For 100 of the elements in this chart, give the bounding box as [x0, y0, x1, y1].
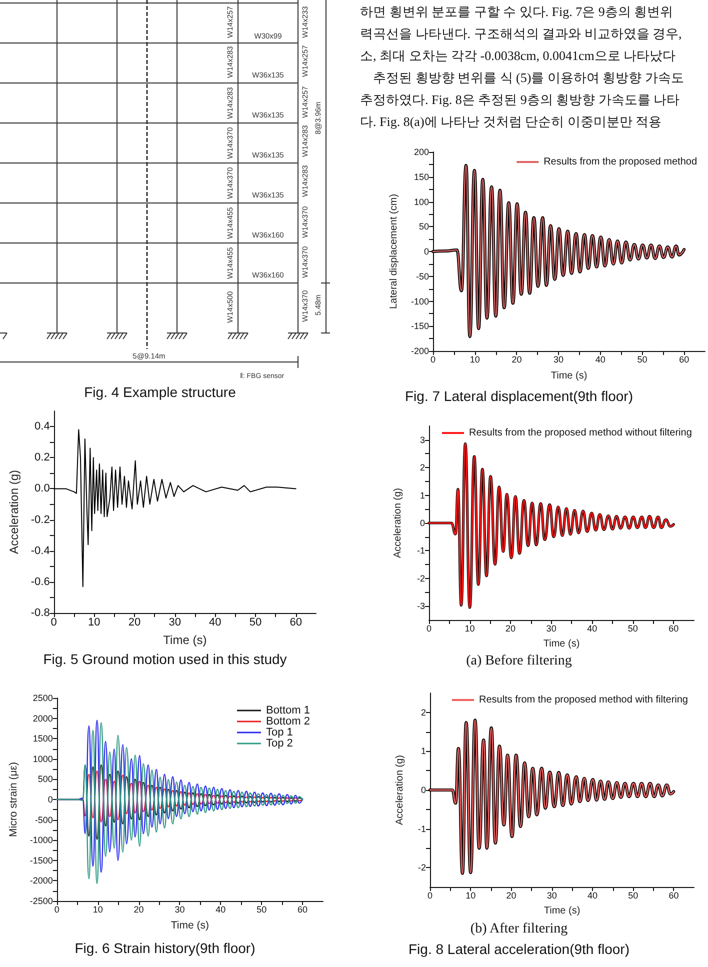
x-tick-label: 30	[546, 890, 557, 900]
x-tick-label: 10	[92, 904, 103, 914]
legend-label: Bottom 1	[266, 704, 310, 716]
x-tick-label: 40	[587, 624, 598, 634]
text: 하면 횡변위 분포를 구할 수 있다. Fig. 7은 9층의 횡변위	[360, 3, 674, 21]
y-axis-title: Acceleration (g)	[392, 488, 404, 558]
y-tick-label: 1	[420, 490, 425, 500]
y-tick-label: 50	[418, 222, 429, 232]
y-tick-label: 0.0	[34, 482, 50, 495]
y-tick-label: -0.2	[30, 514, 50, 526]
text: Fig. 6 Strain history(9th floor)	[74, 940, 256, 956]
x-tick-label: 50	[249, 616, 262, 628]
y-tick-label: 200	[414, 147, 429, 157]
y-axis-title: Lateral displacement (cm)	[388, 194, 400, 310]
x-axis-title: Time (s)	[543, 638, 580, 650]
x-tick-label: 20	[512, 354, 522, 364]
x-tick-label: 20	[134, 904, 144, 914]
x-tick-label: 10	[88, 616, 100, 628]
x-axis-title: Time (s)	[170, 920, 210, 932]
y-tick-label: -0.6	[30, 576, 50, 588]
y-tick-label: 0	[420, 518, 425, 528]
x-tick-label: 60	[668, 890, 679, 900]
legend-label: Results from the proposed method	[544, 156, 698, 168]
text: Fig. 4 Example structure	[83, 384, 237, 400]
y-axis-title: Acceleration (g)	[7, 470, 21, 554]
text: (a) Before filtering	[466, 654, 572, 668]
x-tick-label: 30	[546, 624, 556, 634]
y-tick-label: -500	[34, 814, 53, 825]
legend-label: Top 2	[266, 738, 293, 750]
y-tick-label: 0.2	[34, 452, 50, 464]
x-tick-label: 50	[256, 904, 267, 914]
x-tick-label: 50	[628, 624, 638, 634]
x-tick-label: 10	[466, 890, 476, 900]
x-axis-title: Time (s)	[544, 906, 580, 916]
text: 추정하였다. Fig. 8은 추정된 9층의 횡방향 가속도를 나타	[360, 91, 680, 109]
x-tick-label: 30	[174, 904, 185, 914]
y-tick-label: 1	[420, 746, 426, 756]
y-tick-label: -1000	[30, 835, 53, 846]
y-tick-label: -3	[416, 601, 425, 612]
x-tick-label: 30	[168, 616, 181, 628]
x-tick-label: 50	[637, 354, 648, 364]
x-tick-label: 50	[628, 890, 638, 900]
y-tick-label: -0.4	[30, 544, 50, 557]
y-tick-label: -200	[410, 346, 429, 356]
y-tick-label: 150	[414, 172, 429, 182]
text: Fig. 5 Ground motion used in this study	[43, 651, 287, 667]
y-tick-label: -1	[416, 546, 425, 556]
x-tick-label: 0	[54, 904, 60, 914]
y-tick-label: 100	[414, 196, 429, 207]
y-tick-label: -0.8	[30, 607, 50, 619]
y-tick-label: 0	[48, 794, 53, 804]
x-tick-label: 40	[587, 890, 598, 900]
caption: Fig. 8 Lateral acceleration(9th floor)	[408, 941, 630, 957]
y-tick-label: -2000	[30, 876, 53, 886]
y-tick-label: -1	[418, 824, 426, 834]
y-tick-label: 500	[38, 774, 53, 784]
legend-label: Top 1	[266, 726, 293, 738]
x-tick-label: 60	[290, 616, 302, 628]
x-tick-label: 40	[595, 354, 606, 364]
text: (b) After filtering	[470, 922, 568, 936]
y-tick-label: 1000	[32, 754, 53, 764]
y-tick-label: 2	[420, 462, 425, 473]
y-tick-label: -150	[410, 321, 429, 332]
text: 력곡선을 나타낸다. 구조해석의 결과와 비교하였을 경우,	[360, 25, 682, 43]
y-tick-label: 3	[420, 434, 425, 445]
y-axis-title: Micro strain (με)	[8, 762, 20, 837]
legend-label: Results from the proposed method without filtering	[469, 428, 692, 438]
x-tick-label: 20	[506, 624, 516, 634]
y-tick-label: -1500	[30, 855, 53, 866]
x-tick-label: 10	[470, 354, 480, 364]
y-tick-label: -2500	[30, 896, 53, 906]
legend-label: Results from the proposed method with filtering	[479, 694, 688, 706]
y-tick-label: 0	[420, 785, 426, 795]
y-tick-label: -50	[416, 271, 429, 282]
x-tick-label: 20	[128, 616, 141, 628]
y-tick-label: 1500	[32, 734, 53, 744]
y-tick-label: -2	[418, 862, 426, 873]
x-tick-label: 10	[464, 624, 475, 634]
x-tick-label: 0	[430, 354, 436, 364]
y-tick-label: -100	[410, 296, 429, 306]
text: Fig. 7 Lateral displacement(9th floor)	[405, 388, 633, 404]
x-axis-title: Time (s)	[163, 633, 207, 647]
x-axis-title: Time (s)	[550, 370, 588, 382]
x-tick-label: 40	[216, 904, 226, 914]
legend-label: Bottom 2	[266, 716, 310, 728]
text: 소, 최대 오차는 각각 -0.0038cm, 0.0041cm으로 나타났다	[360, 47, 676, 65]
y-tick-label: 2500	[32, 693, 53, 703]
text: 다. Fig. 8(a)에 나타난 것처럼 단순히 이중미분만 적용	[360, 113, 662, 131]
y-tick-label: 2000	[32, 713, 53, 724]
x-tick-label: 20	[506, 890, 516, 900]
x-tick-label: 30	[554, 354, 564, 364]
y-tick-label: 0.4	[34, 420, 50, 433]
x-tick-label: 40	[209, 616, 222, 628]
x-tick-label: 60	[668, 624, 679, 634]
y-tick-label: 2	[420, 707, 426, 718]
x-tick-label: 60	[679, 354, 690, 364]
text: 추정된 횡방향 변위를 식 (5)를 이용하여 횡방향 가속도	[373, 69, 684, 87]
y-axis-title: Acceleration (g)	[394, 754, 406, 826]
y-tick-label: 0	[424, 246, 429, 256]
x-tick-label: 60	[298, 904, 308, 914]
